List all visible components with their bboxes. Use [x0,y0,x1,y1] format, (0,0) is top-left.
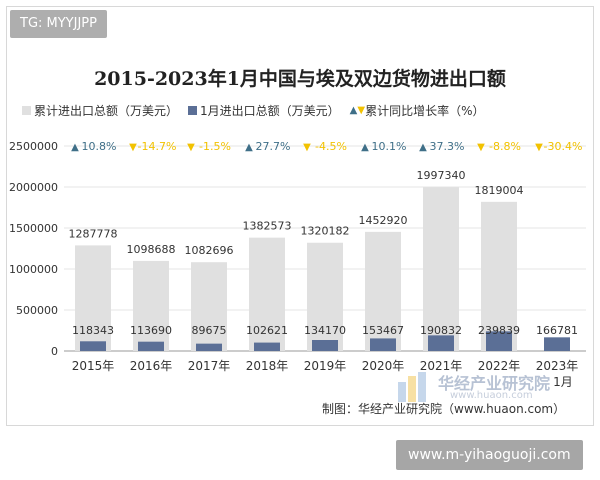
legend-total-label: 累计进出口总额（万美元） [34,104,179,118]
y-tick-label: 2000000 [9,181,58,194]
growth-down-triangle-icon: ▼ [303,142,311,153]
growth-label: -8.8% [489,140,521,153]
growth-down-triangle-icon: ▼ [187,142,195,153]
total-bar [365,231,401,351]
jan-value-label: 118343 [72,324,114,337]
total-value-label: 1287778 [69,227,118,240]
jan-bar [544,337,570,351]
jan-bar [138,341,164,351]
site-url-badge: www.m-yihaoguoji.com [396,440,583,470]
growth-down-triangle-icon: ▼ [477,142,485,153]
legend-up-triangle-icon: ▲ [349,105,358,116]
jan-bar [428,335,454,351]
total-bar [249,237,285,351]
growth-label: -4.5% [315,140,347,153]
x-tick-label: 2022年 [478,359,521,373]
growth-down-triangle-icon: ▼ [129,142,137,153]
jan-value-label: 166781 [536,324,578,337]
chart-title: 2015-2023年1月中国与埃及双边货物进出口额 [94,68,506,90]
jan-bar [254,342,280,351]
legend-jan-label: 1月进出口总额（万美元） [200,104,340,118]
jan-value-label: 153467 [362,324,404,337]
y-tick-label: 1500000 [9,222,58,235]
growth-label: 10.1% [372,140,407,153]
growth-label: 37.3% [430,140,465,153]
x-tick-label: 2016年 [130,359,173,373]
growth-up-triangle-icon: ▲ [361,142,369,153]
jan-value-label: 102621 [246,324,288,337]
growth-label: 10.8% [82,140,117,153]
jan-bar [80,341,106,351]
x-tick-label: 2021年 [420,359,463,373]
total-bar [191,262,227,351]
growth-up-triangle-icon: ▲ [71,142,79,153]
jan-value-label: 113690 [130,324,172,337]
total-value-label: 1819004 [475,184,524,197]
x-tick-label: 2019年 [304,359,347,373]
y-tick-label: 500000 [16,304,58,317]
x-tick-label: 2018年 [246,359,289,373]
legend-growth-label: 累计同比增长率（%） [365,104,485,118]
total-value-label: 1382573 [243,220,292,233]
total-bar [307,242,343,351]
legend-jan-swatch [188,106,198,115]
jan-value-label: 239839 [478,324,520,337]
growth-label: -14.7% [138,140,177,153]
jan-value-label: 190832 [420,324,462,337]
chart-source-footer: 制图：华经产业研究院（www.huaon.com） [322,402,566,416]
jan-bar [370,338,396,351]
total-value-label: 1997340 [417,169,466,182]
x-tick-label: 2017年 [188,359,231,373]
y-tick-label: 1000000 [9,263,58,276]
total-value-label: 1452920 [359,214,408,227]
growth-label: 27.7% [256,140,291,153]
x-tick-label: 2015年 [72,359,115,373]
x-tick-label-continued: 1月 [553,375,573,389]
watermark-url: www.huaon.com [450,390,533,401]
watermark-logo-icon [398,372,432,402]
total-value-label: 1082696 [185,244,234,257]
total-bar [133,260,169,351]
growth-label: -1.5% [199,140,231,153]
growth-up-triangle-icon: ▲ [245,142,253,153]
legend-down-triangle-icon: ▼ [357,105,366,116]
growth-label: -30.4% [544,140,583,153]
jan-bar [196,343,222,351]
legend-total-swatch [22,106,31,115]
growth-down-triangle-icon: ▼ [535,142,543,153]
total-bar [75,245,111,351]
tag-badge: TG: MYYJJPP [10,10,107,38]
jan-bar [312,339,338,351]
jan-value-label: 134170 [304,324,346,337]
growth-up-triangle-icon: ▲ [419,142,427,153]
total-value-label: 1098688 [127,243,176,256]
chart-legend: 累计进出口总额（万美元） 1月进出口总额（万美元） ▲▼累计同比增长率（%） [22,102,484,119]
x-tick-label: 2023年 [536,359,579,373]
jan-bar [486,331,512,351]
jan-value-label: 89675 [192,324,227,337]
total-bar [481,201,517,351]
watermark-name: 华经产业研究院 [438,374,551,393]
total-bar [423,187,459,351]
y-tick-label: 0 [51,345,58,358]
y-tick-label: 2500000 [9,140,58,153]
x-tick-label: 2020年 [362,359,405,373]
total-value-label: 1320182 [301,225,350,238]
